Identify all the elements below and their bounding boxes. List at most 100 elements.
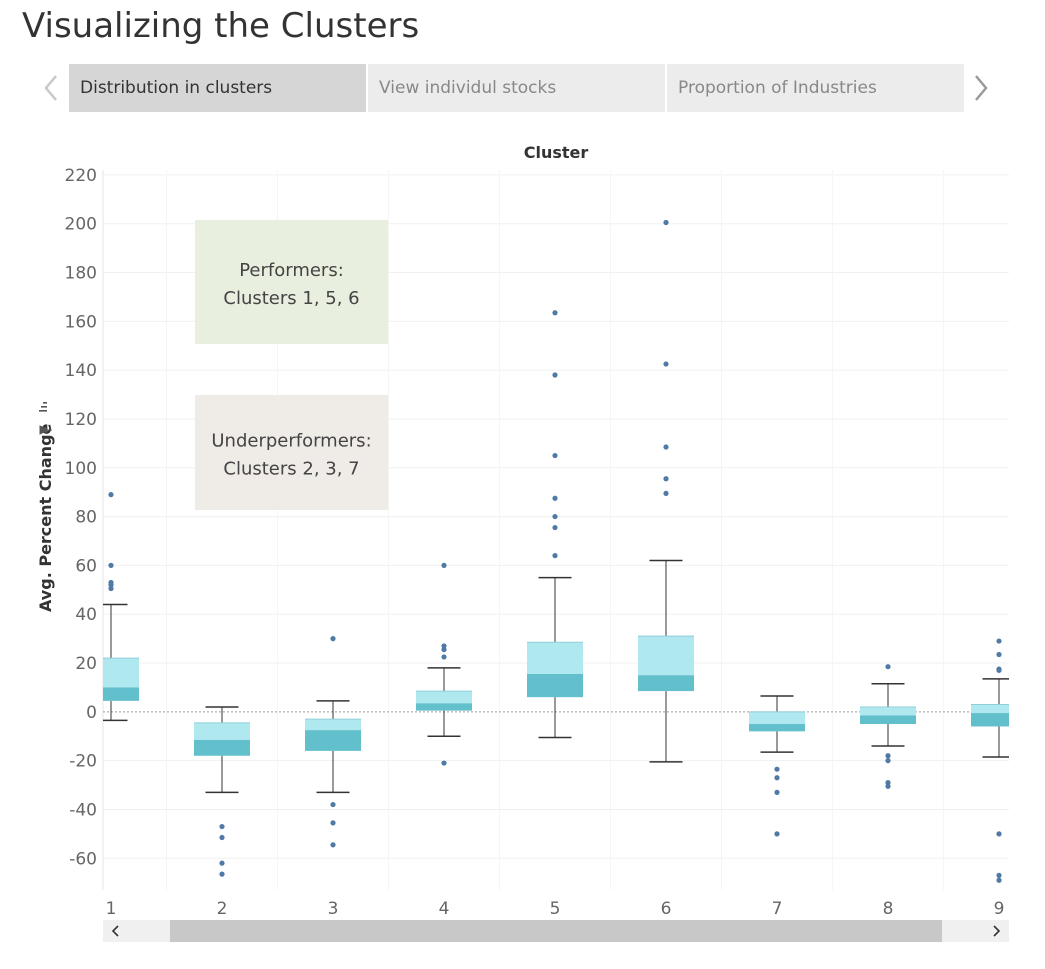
box-cluster-3[interactable] [305,636,361,848]
box-lower-half [749,724,805,732]
outlier-point [219,860,225,866]
box-lower-half [860,715,916,725]
box-cluster-1[interactable] [83,492,139,722]
box-lower-half [103,687,139,701]
outlier-point [996,877,1002,883]
outlier-point [774,766,780,772]
box-lower-half [638,675,694,692]
outlier-point [552,553,558,559]
outlier-point [885,780,891,786]
horizontal-scrollbar[interactable] [103,920,1009,942]
box-upper-half [638,636,694,676]
y-tick-label: 60 [75,556,97,576]
y-tick-label: 40 [75,605,97,625]
outlier-point [996,831,1002,837]
outlier-point [219,871,225,877]
y-tick-label: 200 [65,215,97,235]
outlier-point [663,219,669,226]
box-upper-half [860,706,916,716]
outlier-point [663,490,669,496]
y-tick-label: 220 [65,166,97,186]
outlier-point [108,492,114,498]
box-upper-half [103,658,139,688]
y-tick-label: 120 [65,410,97,430]
outlier-point [774,831,780,837]
y-axis-title: Avg. Percent Change [36,423,55,612]
outlier-point [108,585,114,592]
y-tick-label: 180 [65,264,97,284]
outlier-point [441,646,447,653]
box-cluster-2[interactable] [194,706,250,877]
outlier-point [441,643,447,649]
box-lower-half [194,739,250,756]
box-cluster-4[interactable] [416,562,472,766]
box-lower-half [971,713,1009,727]
page-title: Visualizing the Clusters [22,6,420,46]
outlier-point [108,562,114,568]
y-tick-label: 20 [75,654,97,674]
box-lower-half [305,730,361,751]
outlier-point [552,372,558,378]
x-tick-label: 5 [550,899,561,919]
y-tick-label: -40 [69,800,97,820]
outlier-point [552,513,558,520]
annotation-performers-text: Performers: [239,260,344,281]
outlier-point [441,562,447,568]
tab-distribution-in-clusters[interactable]: Distribution in clusters [69,64,366,112]
box-upper-half [305,719,361,731]
scroll-left-icon[interactable] [105,920,127,942]
x-tick-label: 6 [661,899,672,919]
box-cluster-5[interactable] [527,310,583,739]
y-tick-label: 0 [86,703,97,723]
box-cluster-7[interactable] [749,695,805,837]
box-upper-half [971,704,1009,714]
tab-view-individual-stocks[interactable]: View individul stocks [368,64,665,112]
outlier-point [330,842,336,848]
scrollbar-thumb[interactable] [170,920,942,942]
outlier-point [885,753,891,759]
outlier-point [441,760,447,766]
outlier-point [441,654,447,660]
scroll-right-icon[interactable] [985,920,1007,942]
box-cluster-8[interactable] [860,664,916,789]
outlier-point [219,834,225,841]
outlier-point [552,310,558,316]
box-cluster-9[interactable] [971,638,1027,883]
outlier-point [330,820,336,826]
pin-icon [39,425,52,435]
chevron-left-icon[interactable] [36,64,66,112]
outlier-point [996,638,1002,644]
chevron-right-icon[interactable] [966,64,996,112]
box-cluster-6[interactable] [638,219,694,763]
outlier-point [330,636,336,642]
tab-proportion-of-industries[interactable]: Proportion of Industries [667,64,964,112]
y-tick-label: 100 [65,459,97,479]
x-tick-label: 8 [883,899,894,919]
x-tick-label: 1 [106,899,117,919]
outlier-point [552,452,558,459]
outlier-point [663,361,669,367]
y-tick-label: -20 [69,752,97,772]
outlier-point [552,524,558,531]
outlier-point [663,476,669,482]
x-tick-label: 2 [217,899,228,919]
outlier-point [663,444,669,450]
x-axis-title: Cluster [524,143,589,162]
outlier-point [552,495,558,501]
outlier-point [996,651,1002,658]
x-tick-label: 9 [994,899,1005,919]
outlier-point [108,582,114,588]
y-tick-label: -60 [69,849,97,869]
sort-icon [39,402,47,412]
box-upper-half [416,691,472,704]
annotation-underperformers-text: Clusters 2, 3, 7 [223,459,359,480]
outlier-point [885,758,891,764]
box-lower-half [416,703,472,711]
y-tick-label: 160 [65,312,97,332]
outlier-point [996,872,1002,878]
annotation-underperformers [195,395,388,510]
box-upper-half [527,642,583,674]
annotation-performers [195,220,388,344]
outlier-point [330,801,336,808]
